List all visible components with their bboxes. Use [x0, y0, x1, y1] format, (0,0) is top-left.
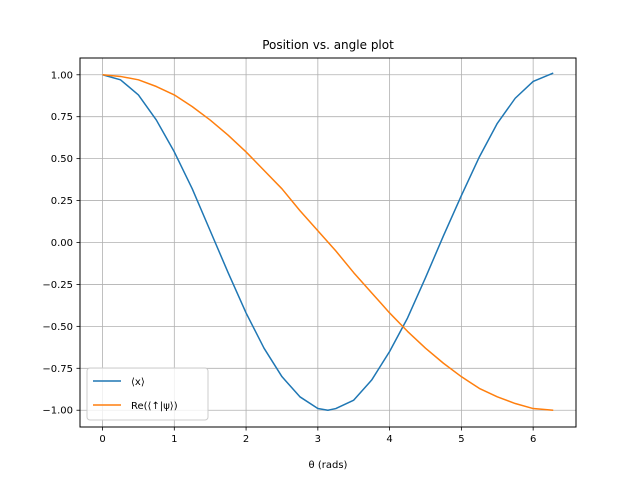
x-tick-label: 1 [171, 434, 177, 445]
legend-label-position: ⟨x⟩ [131, 377, 145, 388]
y-tick-label: 0.00 [51, 238, 73, 249]
y-tick-label: −0.50 [42, 322, 73, 333]
series-lines [102, 72, 554, 411]
y-tick-label: −0.75 [42, 364, 73, 375]
x-axis-label: θ (rads) [309, 460, 348, 471]
x-tick-label: 3 [315, 434, 321, 445]
series-line-1 [102, 74, 554, 411]
axis-ticks: 0 1 2 3 4 5 6 −1.00 −0.75 −0.50 −0.25 0.00 0.25 0.50 0… [42, 70, 536, 445]
y-tick-label: −1.00 [42, 406, 73, 417]
x-tick-label: 0 [99, 434, 105, 445]
legend-label-spin-amplitude: Re(⟨↑|ψ⟩) [131, 401, 178, 412]
x-tick-label: 5 [458, 434, 464, 445]
y-tick-label: 0.50 [51, 154, 73, 165]
y-tick-label: 0.75 [51, 112, 73, 123]
legend: ⟨x⟩ Re(⟨↑|ψ⟩) [86, 367, 209, 421]
x-tick-label: 4 [386, 434, 392, 445]
y-tick-label: −0.25 [42, 280, 73, 291]
y-tick-label: 0.25 [51, 196, 73, 207]
x-tick-label: 6 [530, 434, 536, 445]
legend-box [86, 367, 209, 421]
x-tick-label: 2 [243, 434, 249, 445]
series-line-0 [102, 72, 554, 411]
y-tick-label: 1.00 [51, 70, 73, 81]
chart-title: Position vs. angle plot [262, 38, 394, 52]
